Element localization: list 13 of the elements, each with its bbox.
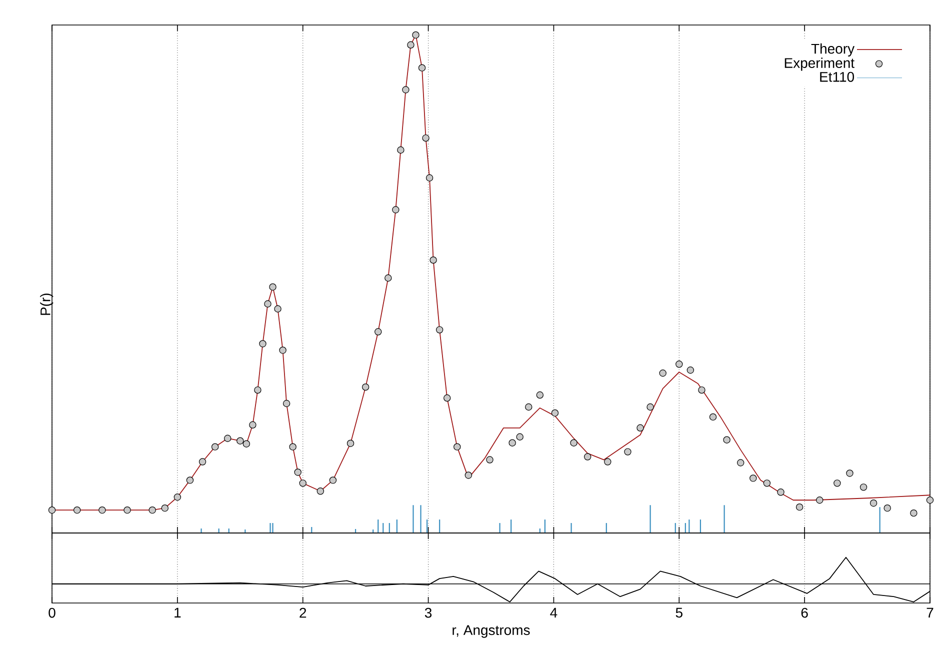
x-tick-label: 6: [801, 608, 808, 618]
x-tick-label: 5: [676, 608, 682, 618]
x-tick-label: 7: [926, 608, 934, 618]
y-axis-title: P(r): [40, 294, 54, 315]
x-axis-title: r, Angstroms: [452, 625, 530, 638]
x-tick-label: 3: [424, 608, 432, 618]
x-tick-label: 4: [550, 608, 558, 618]
x-tick-label: 1: [174, 608, 181, 618]
legend-label: Theory: [811, 43, 855, 56]
x-tick-label: 2: [300, 608, 306, 618]
legend-label: Experiment: [784, 58, 854, 71]
x-tick-label: 0: [48, 608, 56, 618]
legend-label: Et110: [820, 72, 854, 82]
